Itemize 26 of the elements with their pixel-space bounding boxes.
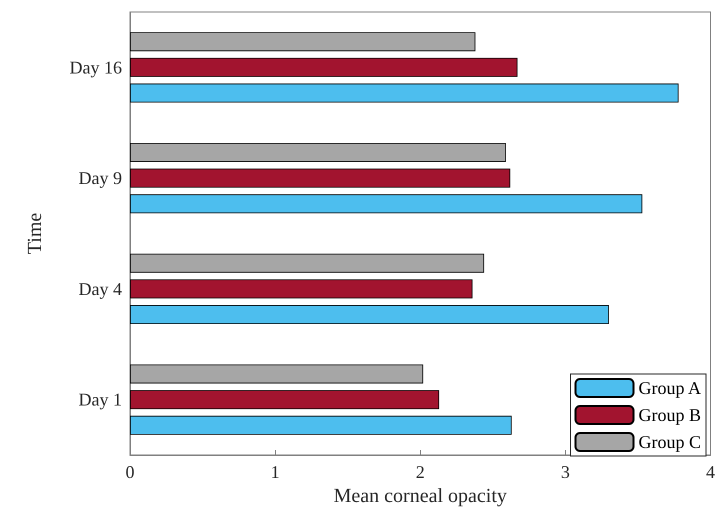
- bar: [130, 305, 609, 324]
- x-tick-label: 3: [560, 462, 570, 482]
- bar: [130, 32, 476, 52]
- y-tick-label: Day 16: [70, 57, 122, 78]
- bar: [130, 279, 472, 298]
- bar: [130, 84, 679, 103]
- bar: [130, 168, 510, 188]
- y-tick-label: Day 9: [78, 168, 122, 188]
- x-axis-title: Mean corneal opacity: [334, 484, 507, 507]
- x-tick-label: 2: [416, 462, 425, 482]
- bar: [130, 254, 484, 273]
- bar: [130, 416, 512, 435]
- legend-label: Group B: [638, 405, 702, 425]
- x-tick-label: 4: [706, 462, 715, 482]
- bar: [130, 194, 642, 214]
- bar: [130, 142, 506, 162]
- x-tick-label: 0: [126, 462, 134, 482]
- legend-label: Group C: [638, 432, 702, 452]
- bar: [130, 390, 440, 410]
- y-axis-title: Time: [24, 212, 46, 254]
- x-tick-label: 1: [270, 462, 280, 482]
- legend-label: Group A: [638, 378, 702, 398]
- y-tick-label: Day 4: [78, 278, 122, 299]
- y-tick-label: Day 1: [78, 390, 122, 410]
- bar: [130, 58, 518, 77]
- bar: [130, 364, 424, 384]
